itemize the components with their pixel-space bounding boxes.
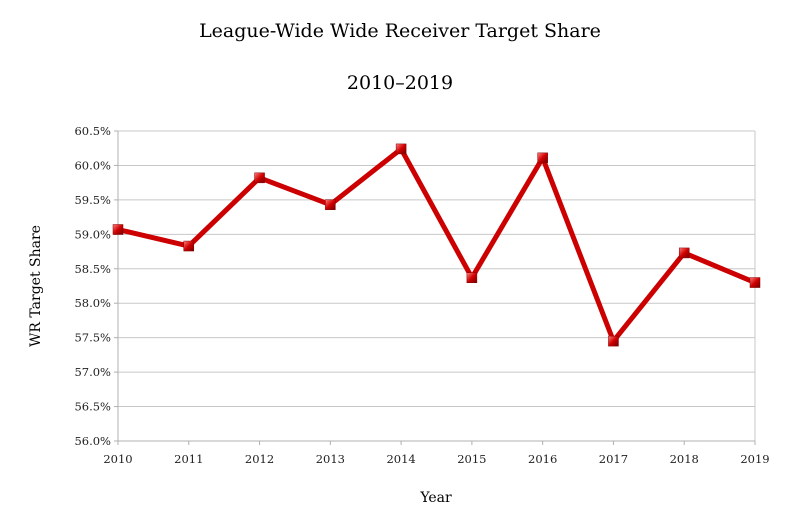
x-tick-label: 2013 [316,452,345,466]
chart-subtitle: 2010–2019 [346,72,454,94]
data-point-2011 [183,240,195,252]
x-tick-label: 2012 [245,452,274,466]
y-tick-label: 60.0% [74,158,111,172]
y-tick-label: 59.5% [74,193,111,207]
x-tick-label: 2016 [528,452,557,466]
data-point-2016 [537,152,548,164]
data-point-2019 [749,277,761,288]
data-point-2015 [466,272,478,283]
x-tick-label: 2019 [740,452,769,466]
data-point-2013 [325,199,336,210]
x-tick-label: 2014 [386,452,415,466]
data-point-2012 [254,172,265,184]
y-tick-label: 57.0% [74,365,111,379]
chart-title: League-Wide Wide Receiver Target Share [199,20,601,42]
x-tick-label: 2017 [599,452,628,466]
x-tick-label: 2015 [457,452,486,466]
y-tick-label: 56.0% [74,434,111,448]
x-axis-label: Year [419,490,452,506]
y-tick-label: 57.5% [74,331,111,345]
y-tick-label: 58.0% [74,296,111,310]
x-tick-label: 2011 [174,452,203,466]
data-point-2014 [395,143,407,155]
y-tick-label: 56.5% [74,400,111,414]
data-point-2010 [112,224,124,235]
x-tick-label: 2018 [670,452,699,466]
y-tick-label: 58.5% [74,262,111,276]
series-line [117,146,756,344]
x-tick-label: 2010 [103,452,132,466]
data-point-2017 [608,335,619,347]
y-axis-label: WR Target Share [28,225,44,347]
y-tick-label: 60.5% [74,124,111,138]
y-tick-label: 59.0% [74,227,111,241]
data-point-2018 [678,247,690,259]
